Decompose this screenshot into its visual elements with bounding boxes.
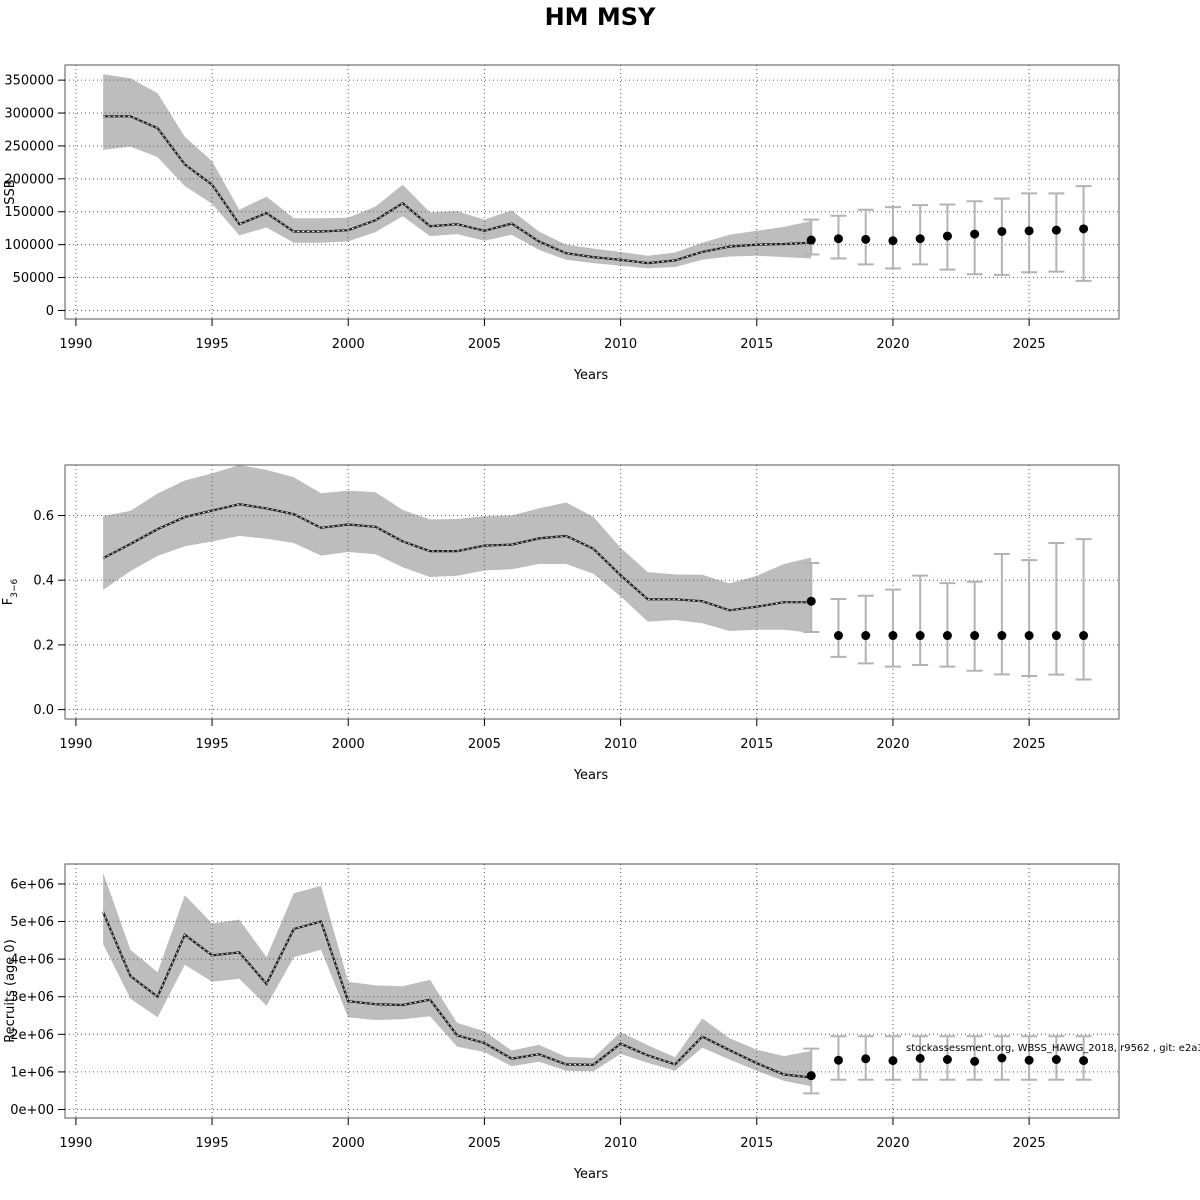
x-tick-label: 2015: [740, 337, 773, 352]
x-tick-label: 2005: [468, 1136, 501, 1151]
ssb-panel: 0 50000 100000 150000 200000 250000 300000 3500…: [3, 64, 1120, 383]
x-axis-title: Years: [573, 368, 609, 383]
x-tick-label: 2020: [876, 1136, 909, 1151]
x-tick-label: 1995: [196, 1136, 229, 1151]
x-tick-label: 1995: [196, 337, 229, 352]
x-tick-label: 2025: [1013, 1136, 1046, 1151]
forecast-point: [942, 231, 952, 241]
x-axis-title: Years: [573, 768, 609, 783]
y-tick-label: 250000: [4, 139, 54, 154]
x-tick-label: 2005: [468, 737, 501, 752]
plot-frame: [64, 64, 1120, 320]
forecast-point: [997, 226, 1007, 236]
f-panel: 0.0 0.2 0.4 0.6 1990 1995 2000 2005 2010 2015 2020…: [1, 464, 1120, 783]
y-axis-title-subscript: 3−6: [10, 578, 20, 597]
estimate-line-dash: [102, 503, 812, 611]
confidence-band: [103, 74, 812, 269]
confidence-band: [103, 872, 812, 1087]
forecast-point: [806, 235, 816, 245]
y-tick-label: 5e+06: [10, 915, 54, 930]
y-tick-label: 50000: [13, 271, 54, 286]
forecast-point: [1051, 631, 1061, 641]
forecast-point: [997, 1053, 1007, 1063]
y-tick-label: 2e+06: [10, 1028, 54, 1043]
recruits-panel: 0e+00 1e+06 2e+06 3e+06 4e+06 5e+06 6e+06 1990 1…: [3, 863, 1200, 1182]
y-tick-label: 350000: [4, 74, 54, 89]
forecast-point: [1024, 631, 1034, 641]
x-tick-label: 2000: [332, 337, 365, 352]
forecast-point: [1051, 1055, 1061, 1065]
x-tick-label: 2015: [740, 737, 773, 752]
plot-frame: [64, 863, 1120, 1119]
x-tick-label: 2015: [740, 1136, 773, 1151]
forecast-point: [970, 631, 980, 641]
x-tick-label: 1990: [59, 737, 92, 752]
forecast-point: [806, 1071, 816, 1081]
forecast-point: [942, 631, 952, 641]
forecast-point: [1024, 226, 1034, 236]
y-tick-label: 3e+06: [10, 990, 54, 1005]
forecast-point: [915, 631, 925, 641]
forecast-point: [888, 1056, 898, 1066]
x-tick-label: 2010: [604, 737, 637, 752]
footnote: stockassessment.org, WBSS_HAWG_2018, r95…: [906, 1043, 1200, 1054]
plot-frame: [64, 464, 1120, 720]
y-axis-title: SSB: [3, 179, 18, 204]
forecast-point: [1051, 225, 1061, 235]
forecast-point: [806, 596, 816, 606]
x-tick-label: 2020: [876, 337, 909, 352]
y-tick-label: 200000: [4, 172, 54, 187]
x-axis-title: Years: [573, 1167, 609, 1182]
forecast-point: [833, 234, 843, 244]
forecast-point: [942, 1055, 952, 1065]
y-tick-label: 0.6: [33, 509, 54, 524]
x-tick-label: 2025: [1013, 737, 1046, 752]
forecast-point: [915, 234, 925, 244]
forecast-point: [997, 631, 1007, 641]
x-tick-label: 2020: [876, 737, 909, 752]
x-tick-label: 2000: [332, 737, 365, 752]
forecast-point: [833, 631, 843, 641]
x-tick-label: 2005: [468, 337, 501, 352]
forecast-point: [1079, 1056, 1089, 1066]
x-tick-label: 2000: [332, 1136, 365, 1151]
y-tick-label: 0.4: [33, 574, 54, 589]
y-tick-label: 0e+00: [10, 1103, 54, 1118]
forecast-point: [1024, 1055, 1034, 1065]
x-tick-label: 1990: [59, 337, 92, 352]
x-tick-label: 2010: [604, 1136, 637, 1151]
x-tick-label: 2025: [1013, 337, 1046, 352]
x-tick-label: 1990: [59, 1136, 92, 1151]
y-tick-label: 0.2: [33, 638, 54, 653]
forecast-point: [915, 1053, 925, 1063]
x-tick-label: 2010: [604, 337, 637, 352]
forecast-point: [1079, 631, 1089, 641]
estimate-line-dash: [102, 911, 812, 1078]
confidence-band: [103, 465, 812, 633]
estimate-line-dash: [103, 115, 812, 264]
y-tick-label: 6e+06: [10, 877, 54, 892]
forecast-point: [888, 631, 898, 641]
forecast-point: [970, 229, 980, 239]
chart-title: HM MSY: [544, 3, 656, 31]
forecast-point: [861, 234, 871, 244]
y-tick-label: 0.0: [33, 703, 54, 718]
y-tick-label: 1e+06: [10, 1065, 54, 1080]
y-tick-label: 0: [46, 304, 54, 319]
y-tick-label: 300000: [4, 107, 54, 122]
forecast-point: [861, 1054, 871, 1064]
forecast-point: [970, 1056, 980, 1066]
forecast-point: [861, 631, 871, 641]
forecast-point: [833, 1055, 843, 1065]
y-tick-label: 100000: [4, 238, 54, 253]
y-tick-label: 4e+06: [10, 953, 54, 968]
y-axis-title: F3−6: [1, 578, 20, 605]
y-axis-title: Recruits (age 0): [3, 939, 18, 1043]
y-tick-label: 150000: [4, 205, 54, 220]
forecast-point: [1079, 224, 1089, 234]
forecast-point: [888, 236, 898, 246]
x-tick-label: 1995: [196, 737, 229, 752]
